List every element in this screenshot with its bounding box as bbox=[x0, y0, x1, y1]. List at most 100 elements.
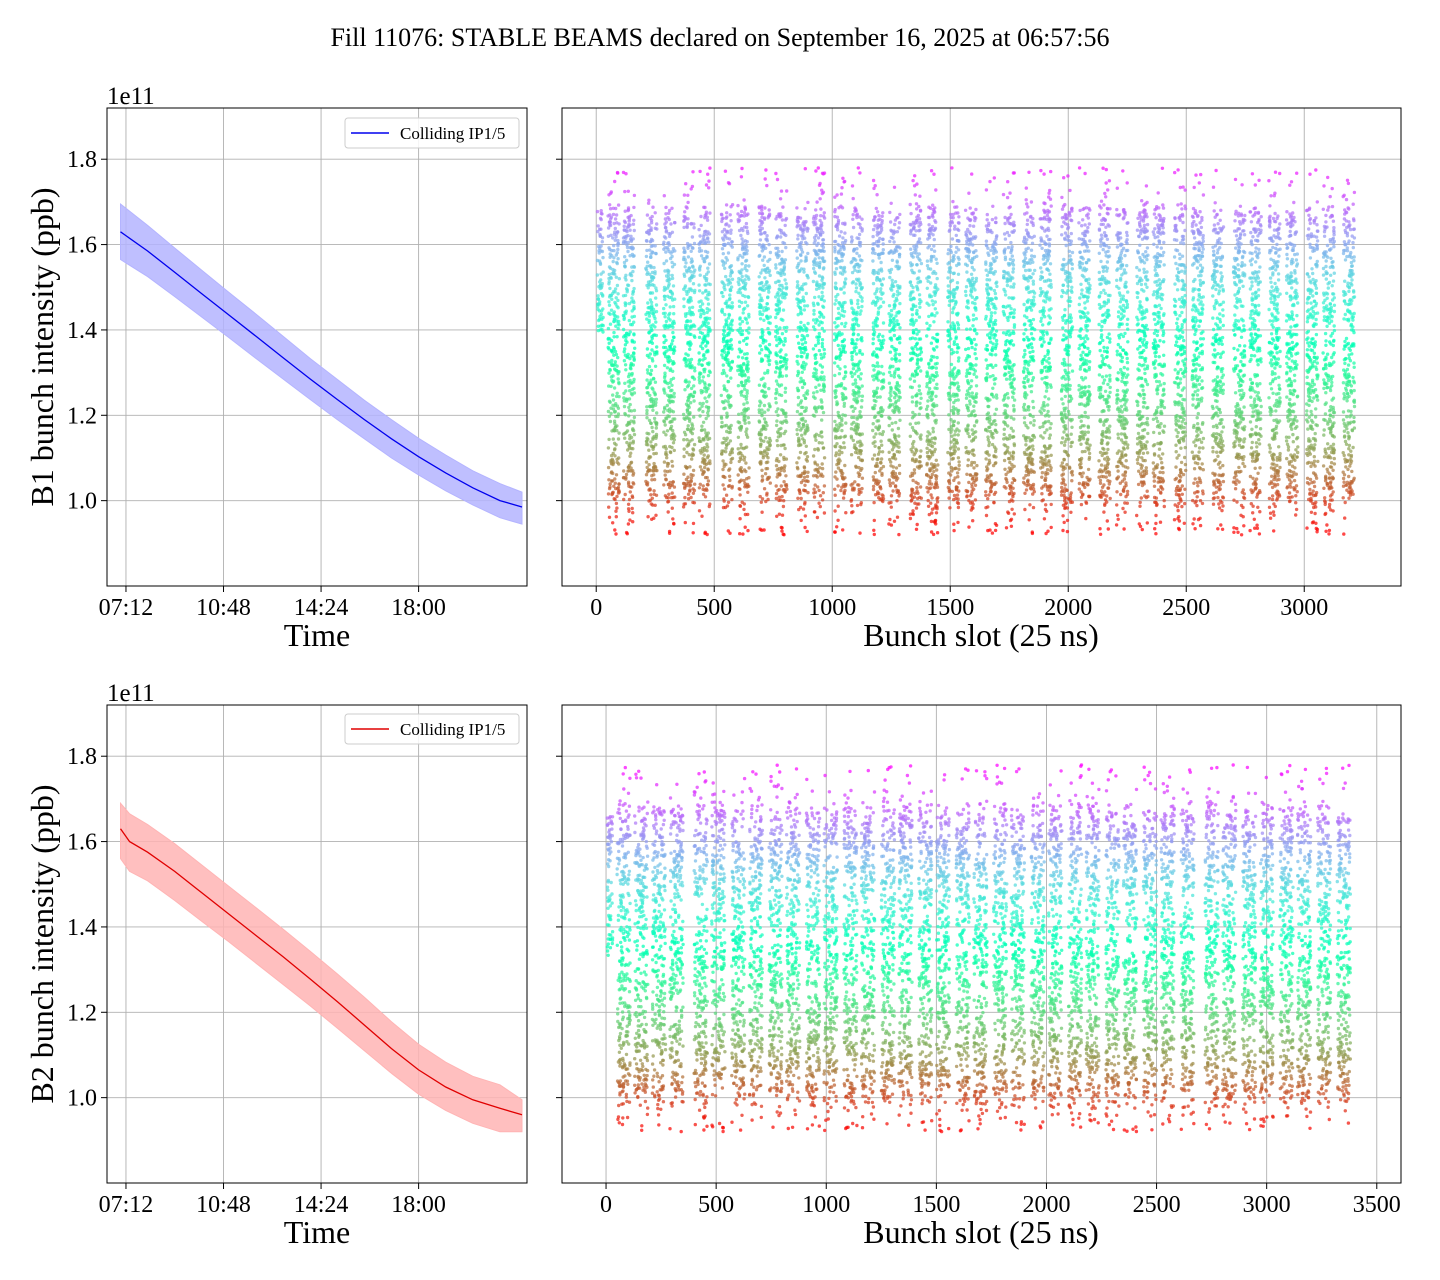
scatter-point bbox=[651, 402, 656, 406]
scatter-point bbox=[815, 463, 820, 467]
scatter-point bbox=[860, 229, 864, 233]
scatter-point bbox=[601, 270, 605, 274]
scatter-point bbox=[842, 285, 846, 289]
scatter-point bbox=[896, 293, 900, 297]
scatter-point bbox=[934, 482, 938, 486]
y-tick-label: 1.4 bbox=[67, 318, 97, 344]
scatter-point bbox=[704, 344, 708, 348]
scatter-point bbox=[931, 378, 936, 382]
plot-area bbox=[120, 202, 523, 525]
scatter-point bbox=[949, 425, 954, 429]
scatter-point bbox=[621, 170, 626, 175]
scatter-point bbox=[649, 421, 653, 426]
tick-marks bbox=[101, 158, 420, 592]
scatter-point bbox=[925, 286, 929, 290]
scatter-point bbox=[799, 320, 803, 325]
scatter-point bbox=[850, 350, 855, 355]
scatter-point bbox=[611, 206, 615, 210]
scatter-point bbox=[834, 281, 838, 285]
scatter-point bbox=[800, 433, 804, 437]
scatter-point bbox=[672, 438, 676, 442]
scatter-point bbox=[729, 243, 733, 247]
scatter-point bbox=[612, 310, 616, 314]
scatter-point bbox=[802, 466, 807, 470]
scatter-point bbox=[671, 362, 675, 366]
scatter-point bbox=[720, 259, 724, 263]
scatter-point bbox=[740, 237, 744, 241]
scatter-point bbox=[699, 325, 703, 329]
scatter-point bbox=[780, 332, 785, 336]
chart-b1-slot: 0 500 1000 1500 2000 2500 3000 Bunch slo… bbox=[556, 107, 1402, 653]
scatter-point bbox=[720, 291, 724, 295]
scatter-point bbox=[607, 515, 612, 519]
scatter-point bbox=[650, 517, 654, 521]
scatter-point bbox=[665, 429, 670, 433]
scatter-point bbox=[930, 436, 934, 441]
scatter-point bbox=[612, 243, 616, 248]
scatter-point bbox=[628, 245, 632, 250]
scatter-point bbox=[931, 302, 935, 307]
scatter-point bbox=[860, 458, 864, 463]
scatter-point bbox=[784, 474, 788, 478]
scatter-point bbox=[683, 286, 687, 290]
scatter-point bbox=[915, 432, 919, 436]
scatter-point bbox=[935, 332, 939, 337]
scatter-point bbox=[621, 241, 626, 245]
scatter-point bbox=[956, 255, 960, 260]
scatter-point bbox=[759, 451, 763, 456]
scatter-point bbox=[704, 487, 708, 491]
scatter-point bbox=[908, 422, 912, 426]
scatter-point bbox=[737, 459, 741, 464]
scatter-point bbox=[728, 478, 732, 483]
scatter-point bbox=[766, 359, 770, 363]
scatter-point bbox=[614, 235, 618, 239]
scatter-point bbox=[703, 323, 707, 327]
scatter-point bbox=[934, 257, 938, 261]
scatter-point bbox=[707, 232, 712, 236]
scatter-point bbox=[890, 428, 894, 432]
scatter-point bbox=[631, 292, 635, 296]
scatter-point bbox=[782, 499, 786, 503]
scatter-point bbox=[721, 336, 726, 341]
scatter-point bbox=[859, 501, 863, 505]
scatter-point bbox=[896, 367, 901, 371]
scatter-point bbox=[814, 410, 818, 414]
scatter-point bbox=[614, 532, 618, 536]
scatter-point bbox=[645, 408, 649, 413]
scatter-point bbox=[815, 200, 819, 204]
scatter-point bbox=[651, 387, 655, 391]
scatter-point bbox=[775, 292, 779, 296]
scatter-point bbox=[835, 477, 839, 481]
scatter-point bbox=[701, 340, 706, 344]
scatter-point bbox=[703, 386, 707, 390]
scatter-point bbox=[723, 312, 727, 317]
scatter-point bbox=[706, 266, 710, 270]
scatter-point bbox=[795, 428, 799, 432]
scatter-point bbox=[666, 348, 670, 352]
scatter-point bbox=[739, 446, 743, 450]
scatter-point bbox=[957, 481, 961, 485]
scatter-point bbox=[738, 517, 742, 521]
scatter-point bbox=[720, 230, 725, 234]
scatter-point bbox=[721, 236, 725, 240]
scatter-point bbox=[873, 440, 877, 444]
scatter-point bbox=[719, 416, 724, 420]
scatter-point bbox=[802, 381, 807, 386]
scatter-point bbox=[842, 291, 846, 295]
scatter-point bbox=[802, 424, 806, 429]
scatter-point bbox=[880, 450, 885, 454]
scatter-point bbox=[909, 252, 913, 256]
scatter-point bbox=[670, 445, 674, 450]
scatter-point bbox=[777, 393, 782, 397]
scatter-point bbox=[691, 265, 695, 269]
scatter-point bbox=[615, 319, 619, 323]
scatter-point bbox=[687, 287, 691, 291]
scatter-point bbox=[644, 254, 649, 259]
scatter-point bbox=[688, 411, 692, 415]
scatter-point bbox=[784, 362, 788, 366]
scatter-point bbox=[797, 269, 801, 273]
scatter-point bbox=[879, 439, 883, 443]
scatter-point bbox=[936, 287, 940, 291]
scatter-point bbox=[645, 272, 649, 276]
scatter-point bbox=[672, 321, 676, 325]
